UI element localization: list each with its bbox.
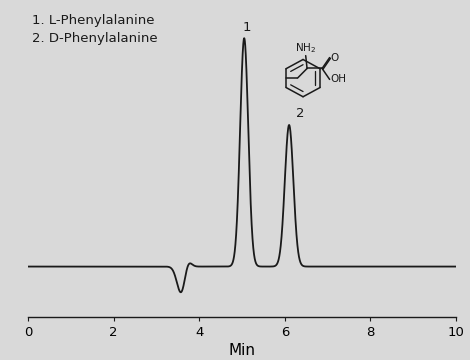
Text: 1: 1	[243, 21, 251, 33]
X-axis label: Min: Min	[228, 343, 256, 358]
Text: NH$_2$: NH$_2$	[295, 41, 316, 55]
Text: 2: 2	[296, 107, 304, 120]
Text: 1. L-Phenylalanine
2. D-Phenylalanine: 1. L-Phenylalanine 2. D-Phenylalanine	[32, 14, 158, 45]
Text: O: O	[331, 53, 339, 63]
Text: OH: OH	[331, 75, 347, 84]
